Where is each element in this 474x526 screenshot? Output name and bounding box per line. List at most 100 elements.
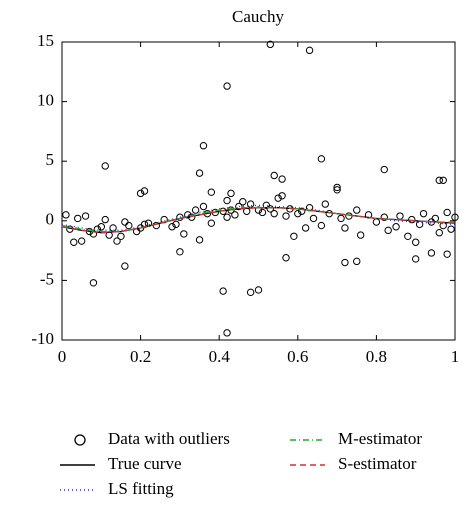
curve (61, 207, 456, 234)
data-point (372, 218, 381, 226)
y-tick-label: -10 (31, 329, 54, 348)
data-point (309, 214, 318, 223)
data-point (427, 249, 436, 257)
data-point (317, 221, 326, 230)
data-point (341, 224, 349, 232)
data-point (274, 194, 282, 202)
data-point (219, 287, 227, 295)
x-tick-label: 1 (451, 347, 460, 366)
data-point (199, 202, 208, 211)
data-point (89, 279, 98, 287)
data-point (282, 212, 290, 220)
data-point (353, 206, 361, 214)
data-point (254, 206, 263, 214)
data-point (447, 225, 455, 233)
data-point (74, 214, 82, 223)
y-tick-label: -5 (40, 269, 54, 288)
data-point (172, 220, 180, 229)
data-point (443, 208, 451, 217)
data-point (353, 257, 361, 266)
data-point (345, 212, 353, 220)
data-point (191, 206, 200, 214)
data-point (180, 230, 188, 238)
data-point (270, 171, 278, 180)
data-point (282, 254, 290, 262)
data-point (195, 236, 204, 244)
data-point (223, 82, 231, 90)
data-point (333, 186, 341, 194)
data-point (184, 211, 192, 219)
data-point (223, 329, 231, 337)
data-point (380, 165, 388, 174)
data-point (258, 208, 267, 217)
curve (61, 204, 456, 231)
data-point (294, 209, 302, 218)
legend-label: True curve (108, 454, 182, 473)
data-point (301, 224, 310, 232)
x-tick-label: 0.8 (366, 347, 387, 366)
data-point (239, 198, 247, 206)
x-tick-label: 0 (58, 347, 67, 366)
data-point (70, 238, 78, 246)
data-point (121, 218, 129, 226)
data-point (227, 189, 235, 198)
data-point (207, 188, 216, 196)
plot-frame (61, 41, 456, 341)
data-point (62, 211, 70, 219)
data-point (305, 46, 314, 55)
data-point (81, 212, 90, 220)
legend-label: M-estimator (338, 429, 422, 448)
curve (61, 207, 456, 234)
x-tick-label: 0.6 (287, 347, 308, 366)
data-point (77, 237, 86, 245)
legend-label: S-estimator (338, 454, 417, 473)
data-point (290, 232, 298, 240)
data-point (404, 232, 412, 240)
x-tick-label: 0.2 (130, 347, 151, 366)
data-point (140, 187, 149, 195)
y-tick-label: 10 (37, 91, 54, 110)
data-point (317, 155, 326, 163)
data-point (125, 221, 133, 230)
data-point (278, 175, 286, 183)
data-point (298, 207, 306, 215)
data-point (246, 200, 255, 208)
data-point (195, 169, 204, 177)
data-point (384, 226, 392, 235)
data-point (439, 176, 447, 184)
data-point (435, 229, 443, 237)
data-point (333, 183, 341, 192)
data-point (254, 286, 263, 294)
data-point (392, 223, 400, 231)
data-point (223, 213, 231, 221)
data-point (451, 213, 459, 221)
y-tick-label: 15 (37, 31, 54, 50)
data-point (278, 192, 286, 200)
data-point (408, 215, 416, 224)
curve (61, 207, 455, 233)
data-point (223, 196, 231, 205)
data-point (396, 212, 404, 220)
data-point (419, 209, 428, 218)
legend-marker (74, 434, 86, 446)
data-point (97, 223, 106, 231)
data-point (337, 214, 345, 223)
data-point (412, 255, 420, 263)
data-point (101, 215, 109, 224)
legend-label: Data with outliers (108, 429, 230, 448)
x-tick-label: 0.4 (209, 347, 231, 366)
data-point (415, 220, 424, 229)
y-tick-label: 5 (46, 150, 55, 169)
legend-label: LS fitting (108, 479, 174, 498)
data-point (356, 231, 365, 239)
data-point (117, 232, 125, 240)
data-point (380, 213, 388, 221)
data-point (443, 250, 451, 258)
data-point (412, 238, 420, 246)
data-point (176, 248, 184, 256)
data-point (246, 288, 255, 297)
data-point (207, 219, 216, 227)
data-point (113, 237, 121, 245)
data-point (168, 223, 176, 231)
